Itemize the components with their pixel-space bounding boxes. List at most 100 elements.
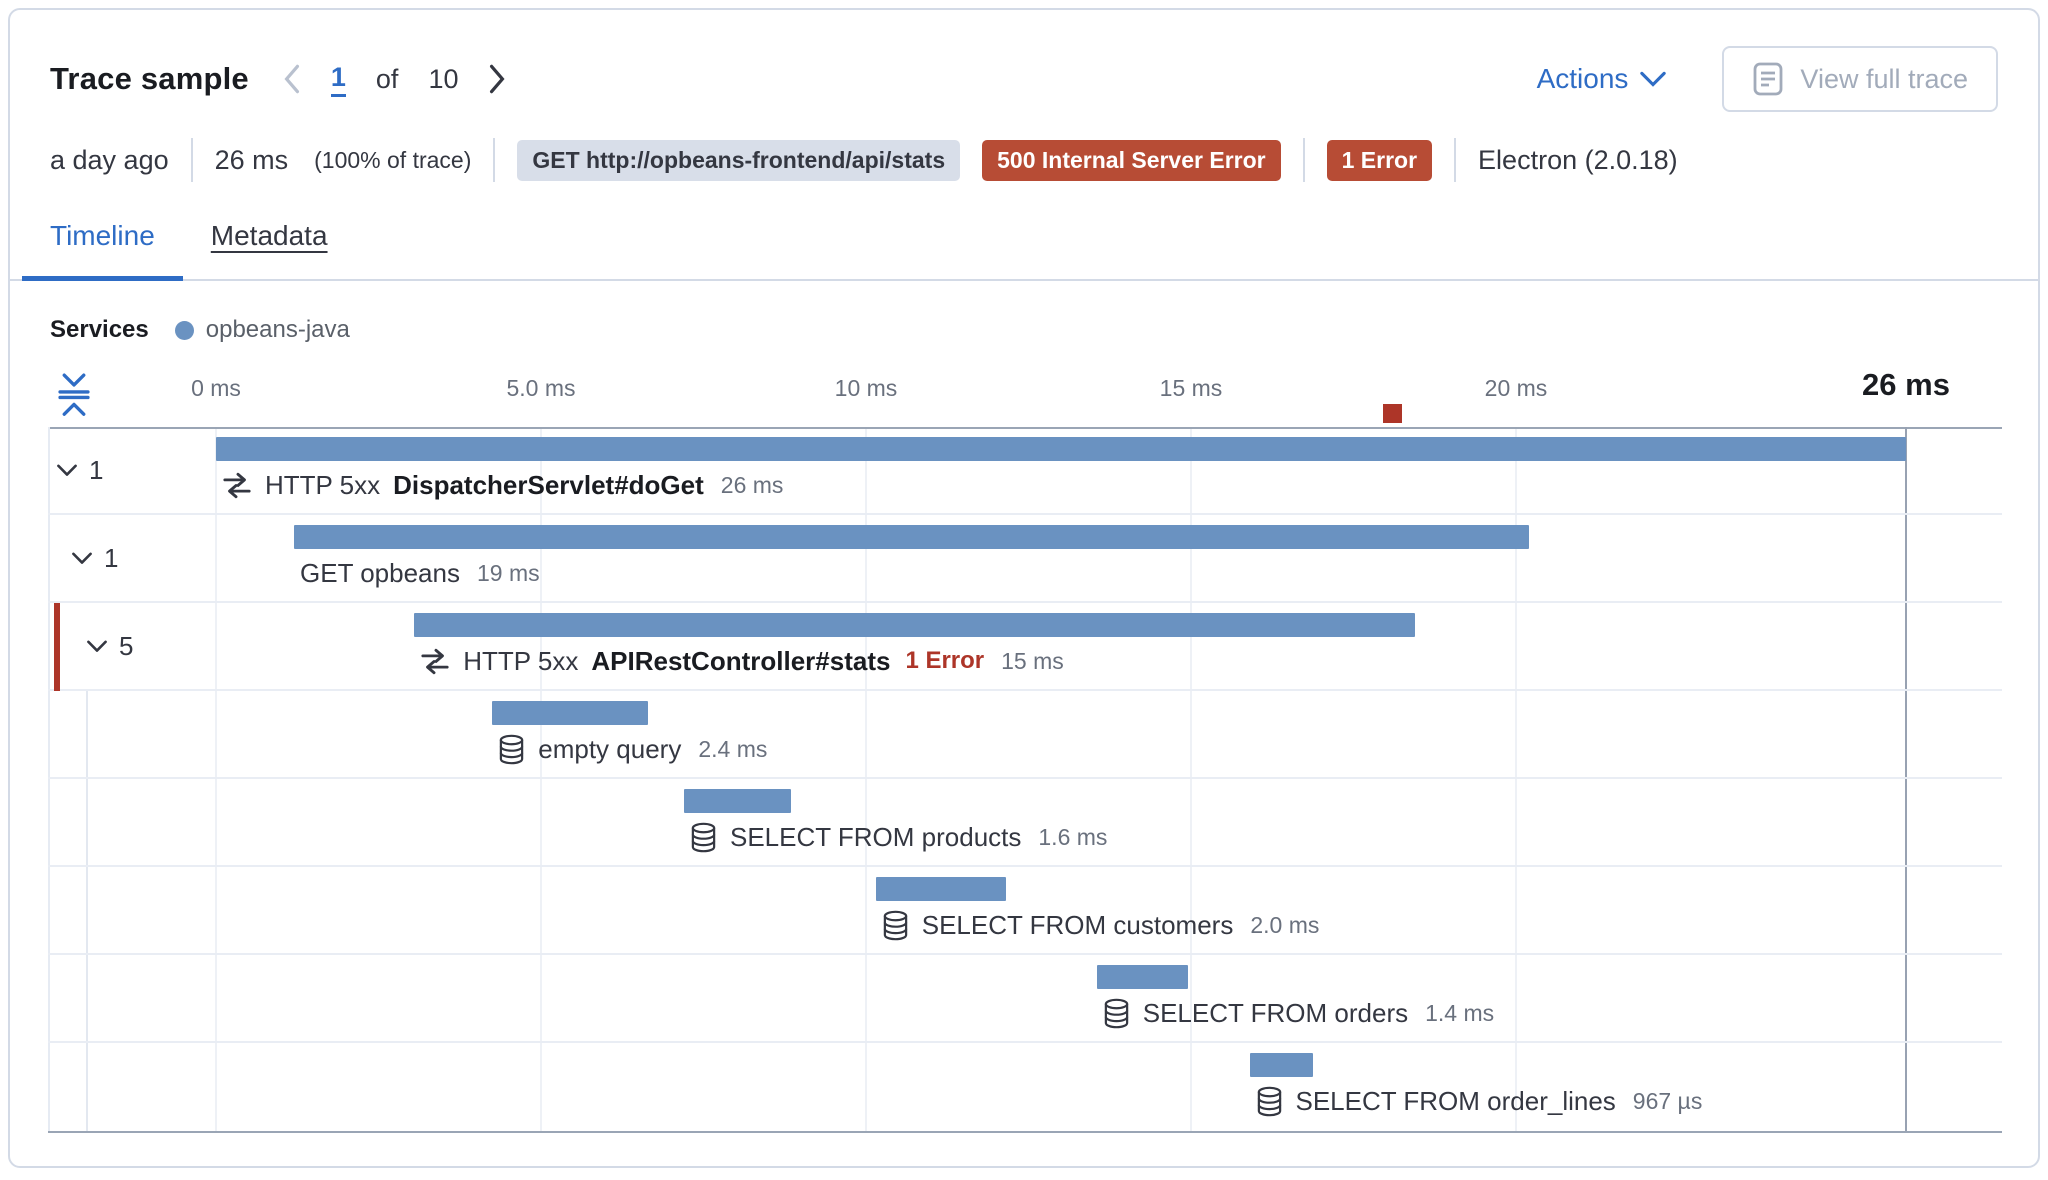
span-name: GET opbeans — [300, 557, 460, 588]
span-label: SELECT FROM order_lines 967 µs — [1256, 1083, 1703, 1119]
waterfall-chart: 0 ms 5.0 ms 10 ms 15 ms 20 ms 26 ms 1 HTTP 5xx D… — [10, 367, 2038, 1139]
actions-label: Actions — [1536, 63, 1629, 94]
row-separator — [48, 953, 2002, 955]
gridline — [215, 427, 217, 1131]
span-bar[interactable] — [1249, 1053, 1313, 1077]
waterfall-row[interactable]: SELECT FROM orders 1.4 ms — [10, 955, 2038, 1043]
span-duration: 967 µs — [1632, 1087, 1703, 1114]
row-separator — [48, 1041, 2002, 1043]
span-type-prefix: HTTP 5xx — [265, 469, 381, 500]
service-name: opbeans-java — [205, 316, 350, 343]
trace-pagination: 1 of 10 — [283, 62, 507, 97]
next-trace-button[interactable] — [488, 64, 506, 94]
error-count-badge[interactable]: 1 Error — [1326, 139, 1433, 181]
row-expand-toggle[interactable]: 1 — [56, 455, 103, 486]
waterfall-row[interactable]: SELECT FROM customers 2.0 ms — [10, 867, 2038, 955]
trace-sample-panel: Trace sample 1 of 10 Actions View full — [8, 8, 2040, 1168]
span-name: SELECT FROM products — [730, 821, 1022, 852]
span-bar[interactable] — [684, 789, 792, 813]
error-marker[interactable] — [1382, 404, 1402, 423]
span-name: SELECT FROM orders — [1142, 997, 1409, 1028]
span-label: GET opbeans 19 ms — [300, 555, 540, 591]
agent-version: Electron (2.0.18) — [1478, 144, 1678, 175]
actions-menu[interactable]: Actions — [1537, 63, 1667, 95]
page-title: Trace sample — [50, 61, 249, 96]
chevron-left-icon — [284, 64, 299, 94]
span-bar[interactable] — [1096, 965, 1188, 989]
waterfall-row[interactable]: 1 HTTP 5xx DispatcherServlet#doGet 26 ms — [10, 427, 2038, 515]
span-type-prefix: HTTP 5xx — [463, 645, 579, 676]
span-duration: 1.4 ms — [1425, 999, 1495, 1026]
span-bar[interactable] — [294, 525, 1529, 549]
transaction-icon — [421, 648, 449, 674]
chevron-down-icon — [87, 640, 107, 652]
span-duration: 2.4 ms — [698, 735, 768, 762]
waterfall-row[interactable]: SELECT FROM products 1.6 ms — [10, 779, 2038, 867]
database-icon — [500, 734, 524, 764]
span-name: empty query — [538, 733, 682, 764]
trace-duration-percent: (100% of trace) — [314, 146, 472, 173]
span-label: empty query 2.4 ms — [498, 731, 767, 767]
row-separator — [48, 865, 2002, 867]
row-expand-toggle[interactable]: 1 — [71, 543, 118, 574]
divider — [1454, 138, 1457, 182]
child-count: 1 — [104, 543, 119, 573]
fold-icon — [58, 373, 90, 416]
legend-item: opbeans-java — [174, 316, 350, 344]
collapse-all-button[interactable] — [54, 371, 94, 420]
span-duration: 2.0 ms — [1250, 911, 1320, 938]
database-icon — [1104, 998, 1128, 1028]
child-count: 1 — [89, 455, 104, 485]
waterfall-row[interactable]: empty query 2.4 ms — [10, 691, 2038, 779]
divider — [493, 138, 496, 182]
span-name: SELECT FROM order_lines — [1295, 1085, 1616, 1116]
gridline — [540, 427, 542, 1131]
tab-metadata[interactable]: Metadata — [210, 220, 328, 251]
tab-timeline[interactable]: Timeline — [22, 214, 183, 281]
axis-tick-label: 15 ms — [1159, 375, 1223, 401]
pager-of-label: of — [375, 63, 399, 94]
axis-tick-label: 5.0 ms — [506, 375, 576, 401]
span-label: HTTP 5xx DispatcherServlet#doGet 26 ms — [222, 467, 783, 503]
chevron-down-icon — [57, 464, 77, 476]
span-bar[interactable] — [492, 701, 649, 725]
prev-trace-button[interactable] — [283, 64, 301, 94]
row-expand-toggle[interactable]: 5 — [86, 631, 133, 662]
trace-duration: 26 ms — [214, 144, 289, 175]
span-name: DispatcherServlet#doGet — [393, 469, 704, 500]
span-duration: 26 ms — [720, 471, 784, 498]
span-label: SELECT FROM products 1.6 ms — [690, 819, 1107, 855]
span-label: HTTP 5xx APIRestController#stats 1 Error 15… — [420, 643, 1064, 679]
divider — [190, 138, 193, 182]
view-full-trace-button[interactable]: View full trace — [1722, 46, 1998, 112]
chart-top-border — [48, 427, 2002, 429]
chevron-right-icon — [490, 64, 506, 94]
axis-tick-label: 10 ms — [834, 375, 898, 401]
span-error-link[interactable]: 1 Error — [905, 647, 985, 674]
status-badge: 500 Internal Server Error — [982, 139, 1281, 181]
current-page-link[interactable]: 1 — [330, 62, 346, 97]
row-separator — [48, 689, 2002, 691]
error-accent-bar — [54, 603, 60, 691]
span-bar[interactable] — [216, 437, 1906, 461]
waterfall-row[interactable]: 5 HTTP 5xx APIRestController#stats 1 Error 1… — [10, 603, 2038, 691]
tree-indent-guide — [86, 691, 88, 1131]
services-legend-title: Services — [50, 316, 149, 343]
view-full-trace-label: View full trace — [1800, 63, 1968, 94]
span-duration: 19 ms — [476, 559, 540, 586]
header: Trace sample 1 of 10 Actions View full — [10, 10, 2038, 112]
pager-total: 10 — [428, 63, 459, 94]
chart-end-line — [1905, 427, 1907, 1131]
axis-tick-label: 20 ms — [1484, 375, 1548, 401]
span-bar[interactable] — [414, 613, 1416, 637]
service-color-dot — [174, 320, 194, 340]
request-badge: GET http://opbeans-frontend/api/stats — [517, 139, 961, 181]
span-bar[interactable] — [875, 877, 1006, 901]
chart-bottom-border — [48, 1131, 2002, 1133]
chevron-down-icon — [72, 552, 92, 564]
trace-summary: a day ago 26 ms (100% of trace) GET http… — [10, 136, 2038, 184]
database-icon — [1257, 1086, 1281, 1116]
waterfall-row[interactable]: SELECT FROM order_lines 967 µs — [10, 1043, 2038, 1131]
waterfall-row[interactable]: 1 GET opbeans 19 ms — [10, 515, 2038, 603]
span-name: APIRestController#stats — [591, 645, 891, 676]
